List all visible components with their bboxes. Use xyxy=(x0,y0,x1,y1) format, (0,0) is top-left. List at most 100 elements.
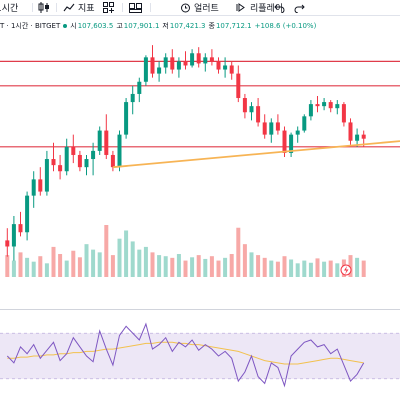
undo-button[interactable] xyxy=(274,1,285,14)
volume-bar xyxy=(51,246,56,277)
indicators-icon xyxy=(63,3,75,12)
candle-body xyxy=(117,134,122,168)
trendline-layer xyxy=(112,140,400,169)
volume-bar xyxy=(58,254,63,277)
candle-body xyxy=(77,154,82,168)
candle xyxy=(18,211,23,237)
volume-bar xyxy=(183,260,188,277)
symbol-label: T · 1시간 · BITGET xyxy=(0,22,61,30)
volume-bar xyxy=(110,255,115,277)
volume-bar xyxy=(71,250,76,277)
volume-bar xyxy=(124,230,129,277)
candle-body xyxy=(25,195,30,233)
close-value: 107,712.1 xyxy=(215,22,252,30)
volume-bar xyxy=(143,246,148,277)
candle-body xyxy=(302,116,307,131)
volume-bar xyxy=(256,255,261,277)
candle-body xyxy=(348,122,353,141)
candle-body xyxy=(315,104,320,107)
volume-bar xyxy=(328,260,333,277)
lightning-badge[interactable] xyxy=(340,264,352,276)
replay-label: 리플레이 xyxy=(250,4,284,14)
candle xyxy=(275,114,280,135)
candle-body xyxy=(249,106,254,113)
candle xyxy=(249,102,254,121)
volume-bar xyxy=(223,257,228,277)
alert-button[interactable]: 얼러트 xyxy=(180,1,219,14)
candle-body xyxy=(275,122,280,131)
toolbar-divider xyxy=(150,3,151,12)
volume-bar xyxy=(315,258,320,277)
candle xyxy=(190,49,195,68)
candle xyxy=(25,191,30,241)
candle xyxy=(328,100,333,113)
toolbar-divider xyxy=(122,3,123,12)
candle-body xyxy=(236,73,241,99)
rsi-line xyxy=(6,322,365,388)
candle-body xyxy=(355,134,360,141)
high-value: 107,901.1 xyxy=(123,22,160,30)
redo-button[interactable] xyxy=(294,1,305,14)
price-chart[interactable] xyxy=(0,37,400,282)
timeframe-label: 1시간 xyxy=(0,4,19,14)
candle xyxy=(71,134,76,164)
undo-icon xyxy=(274,4,285,13)
toolbar-divider xyxy=(32,3,33,12)
candle-body xyxy=(130,93,135,103)
level-lines xyxy=(0,60,400,148)
candle-body xyxy=(170,57,175,70)
candle-body xyxy=(176,61,181,70)
candle-body xyxy=(322,102,327,107)
templates-button[interactable] xyxy=(129,1,142,14)
redo-icon xyxy=(294,4,305,13)
close-label: 종 xyxy=(208,22,215,30)
replay-button[interactable]: 리플레이 xyxy=(236,1,283,14)
templates-icon xyxy=(129,3,142,13)
volume-bar xyxy=(5,255,10,277)
timeframe-selector[interactable]: 1시간 xyxy=(0,1,18,14)
candle xyxy=(335,100,340,115)
volume-bar xyxy=(38,256,43,277)
market-status-dot xyxy=(63,24,68,28)
pane-divider[interactable] xyxy=(0,309,400,310)
candle xyxy=(64,138,69,176)
change-value: +108.6 (+0.10%) xyxy=(254,22,317,30)
indicators-button[interactable]: 지표 xyxy=(63,1,95,14)
candle-body xyxy=(196,53,201,64)
layout-button[interactable] xyxy=(103,1,114,14)
candle xyxy=(130,85,135,115)
volume-bar xyxy=(229,254,234,277)
candle-body xyxy=(229,65,234,74)
candle xyxy=(97,126,102,155)
candle xyxy=(44,150,49,196)
open-label: 시 xyxy=(70,22,77,30)
candle xyxy=(176,57,181,78)
candle-body xyxy=(328,102,333,109)
candle-body xyxy=(51,159,56,166)
lightning-icon xyxy=(344,266,349,275)
candle xyxy=(269,118,274,143)
volume-bar xyxy=(242,244,247,277)
candle-body xyxy=(124,102,129,135)
candle-body xyxy=(203,57,208,64)
volume-bar xyxy=(117,238,122,277)
candle-body xyxy=(341,104,346,123)
candle-body xyxy=(58,165,63,172)
volume-bar xyxy=(289,259,294,277)
volume-bar xyxy=(348,255,353,277)
candle xyxy=(196,47,201,68)
candle-body xyxy=(64,146,69,172)
candle xyxy=(203,53,208,72)
candle-body xyxy=(308,104,313,117)
volume-bar xyxy=(335,263,340,277)
volume-bar xyxy=(25,257,30,277)
candle xyxy=(242,93,247,119)
candle xyxy=(223,57,228,78)
rsi-chart[interactable] xyxy=(0,312,400,400)
candle-style-button[interactable] xyxy=(38,1,50,14)
volume-bar xyxy=(163,256,168,277)
candle-body xyxy=(150,57,155,74)
candle xyxy=(163,53,168,74)
candle-body xyxy=(223,65,228,70)
candle-body xyxy=(137,81,142,94)
